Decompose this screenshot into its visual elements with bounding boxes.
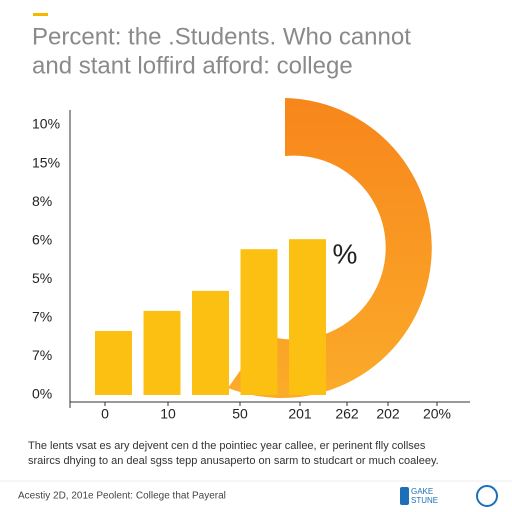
y-tick-label: 7% [32,309,52,325]
caption: sraircs dhying to an deal sgss tepp anus… [28,455,439,467]
footer: Acestiy 2D, 201e Peolent: College that P… [18,491,226,502]
title-line: Percent: the .Students. Who cannot [32,23,411,50]
ring [228,98,432,398]
x-tick-label: 20% [423,406,451,422]
y-tick-label: 6% [32,231,52,247]
logo-text: STUNE [411,496,438,505]
logo-icon [400,487,409,505]
bar [289,239,326,395]
y-tick-label: 5% [32,270,52,286]
bar [240,249,278,395]
bar [143,310,181,395]
x-tick-label: 201 [288,406,312,422]
logo-mark [476,485,498,507]
y-tick-label: 10% [32,116,60,132]
y-tick-label: 8% [32,193,52,209]
x-tick-label: 10 [160,406,176,422]
logo-text: GAKE [411,487,433,496]
caption: The lents vsat es ary dejvent cen d the … [28,440,426,452]
bar [95,330,132,395]
y-tick-label: 7% [32,347,52,363]
title-line: and stant loffird afford: college [32,52,353,79]
bar [192,290,229,395]
x-tick-label: 0 [101,406,109,422]
ring-label: % [333,238,358,269]
x-tick-label: 202 [376,406,400,422]
y-tick-label: 0% [32,386,52,402]
x-tick-label: 262 [335,406,359,422]
y-tick-label: 15% [32,154,60,170]
accent [33,13,48,16]
x-tick-label: 50 [232,406,248,422]
